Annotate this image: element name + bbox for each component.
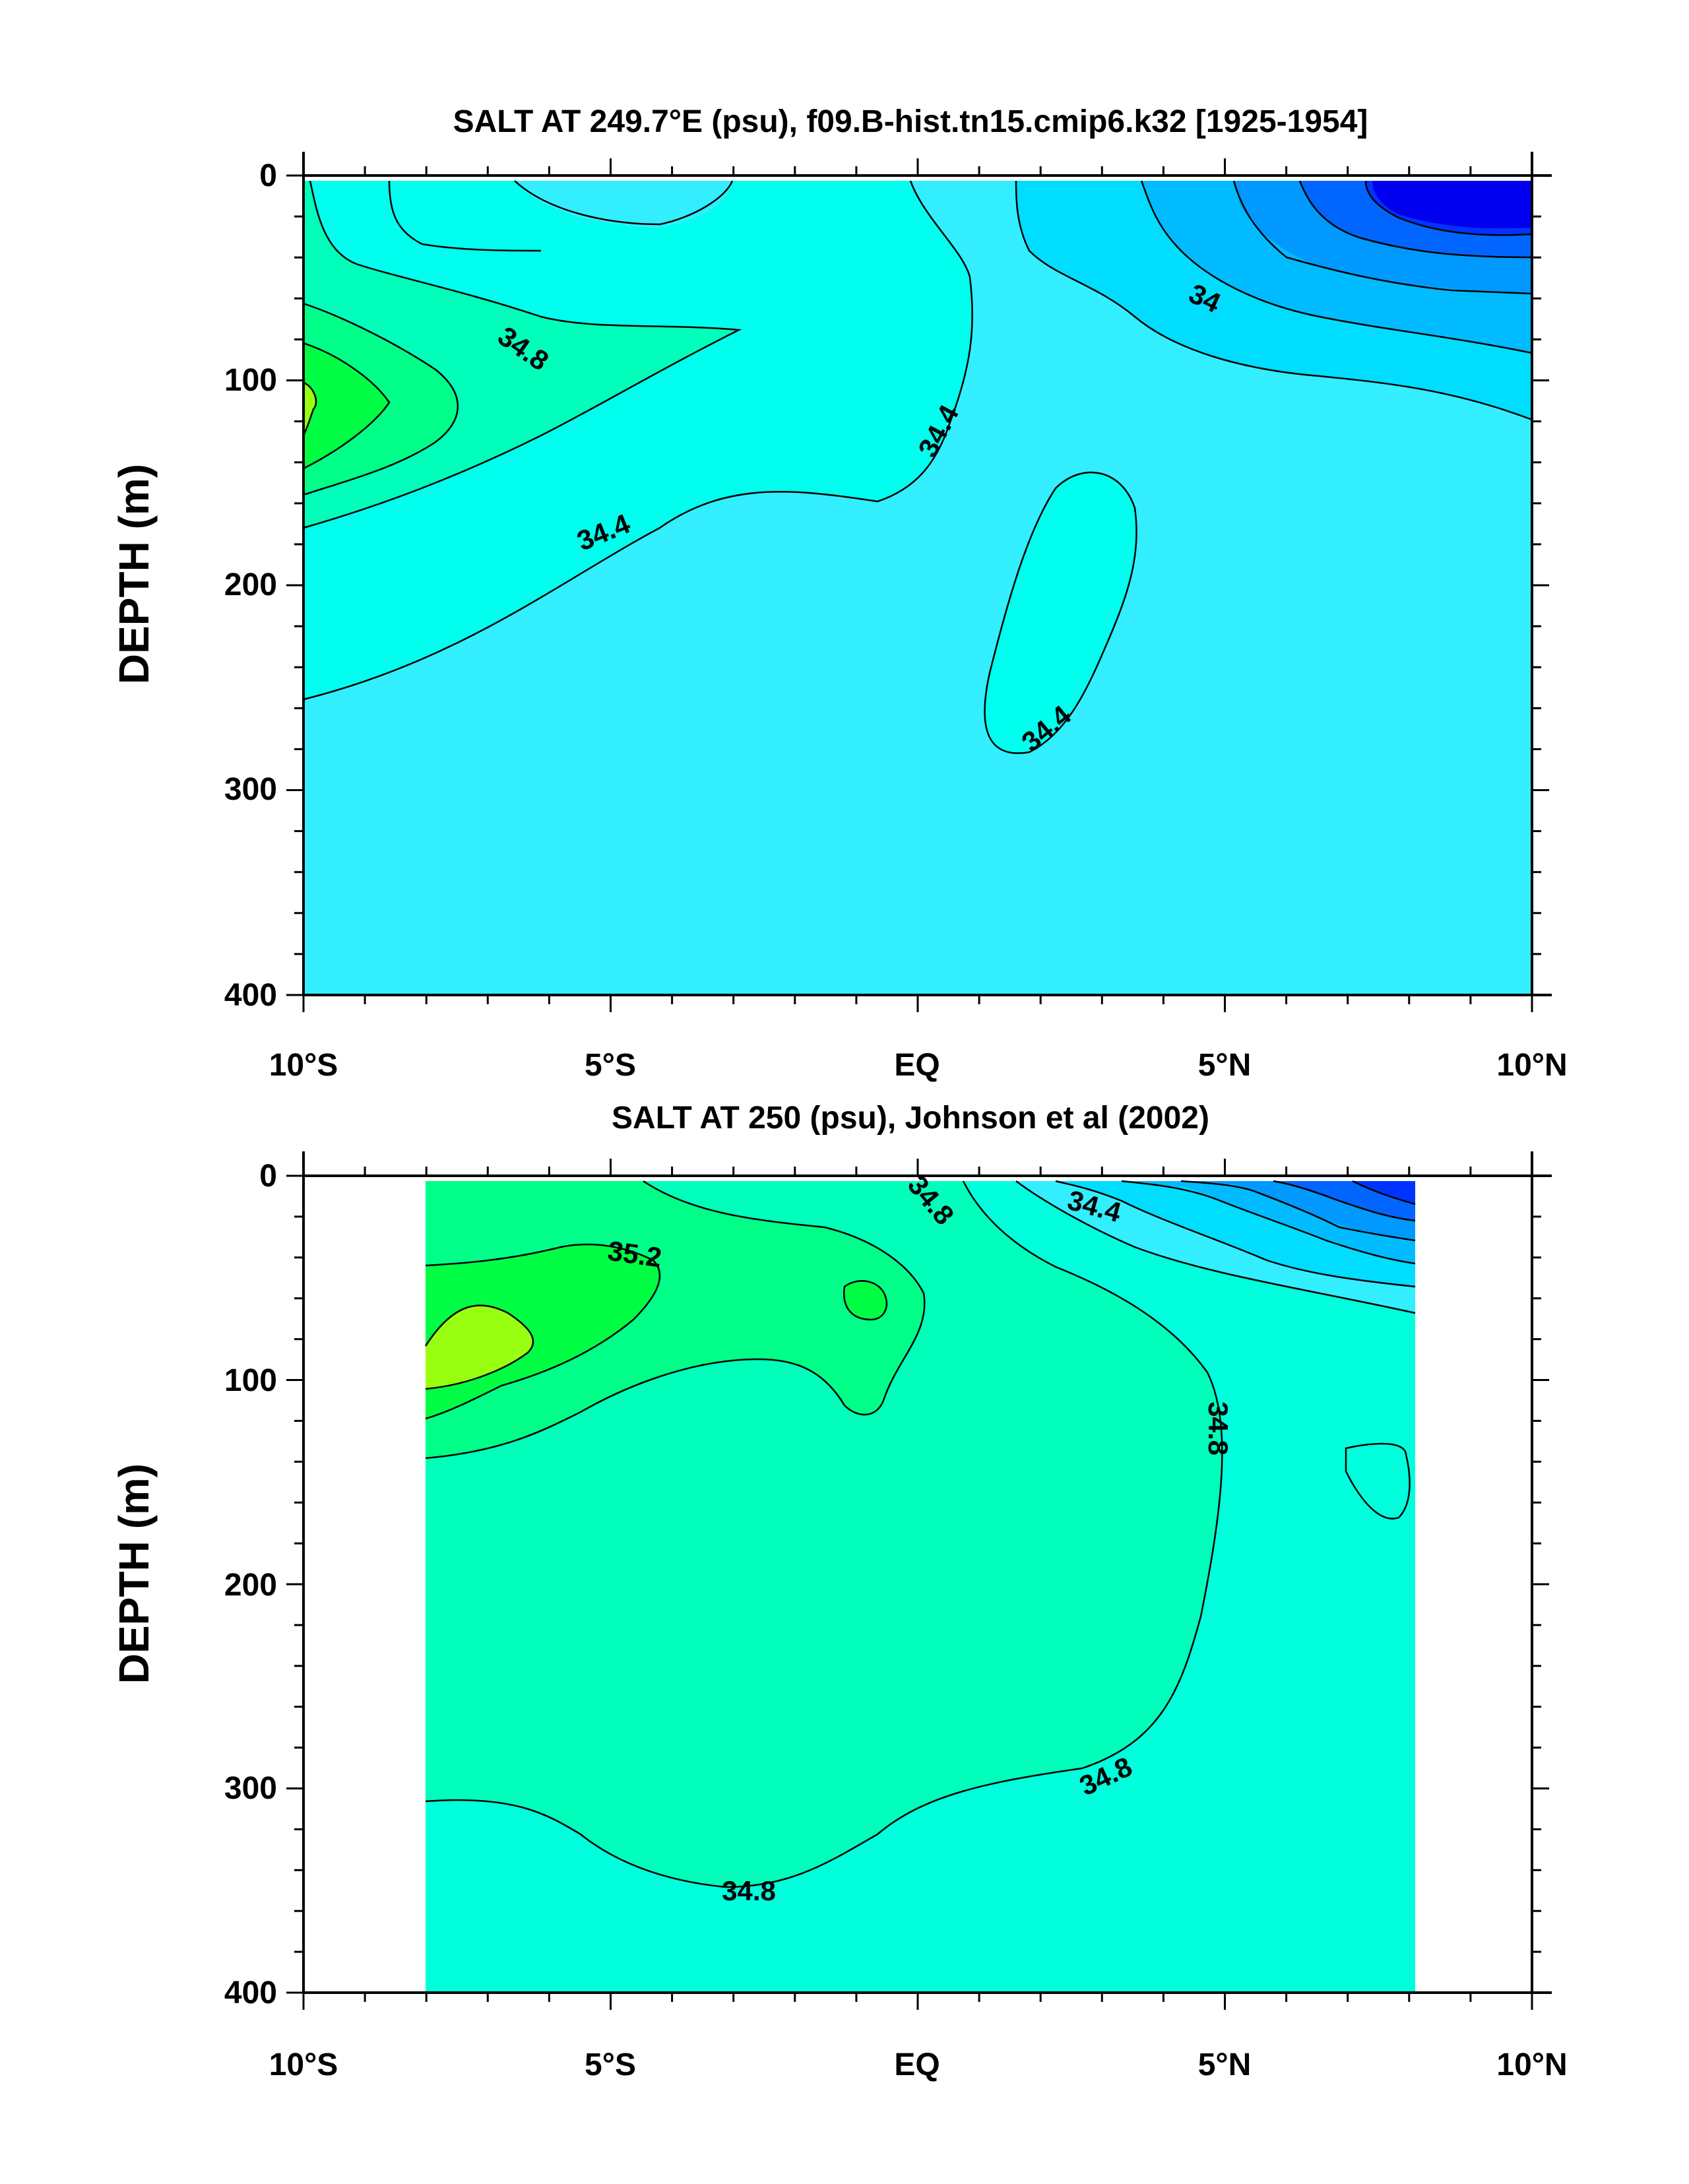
x-tick-label: 5°S <box>585 2047 636 2082</box>
fill-33-2 <box>1372 181 1532 229</box>
y-axis-label: DEPTH (m) <box>110 1463 158 1684</box>
contour-line <box>424 1304 534 1390</box>
x-tick-label: 5°N <box>1198 2047 1252 2082</box>
x-tick-label: EQ <box>894 2047 940 2082</box>
fill-35-4 <box>426 1305 534 1389</box>
contour-line <box>514 180 734 226</box>
chart-title-observations: SALT AT 250 (psu), Johnson et al (2002) <box>612 1101 1209 1136</box>
contour-line <box>1121 1180 1416 1265</box>
x-tick-label: 10°N <box>1496 1048 1567 1083</box>
contour-line <box>1352 1180 1416 1205</box>
x-tick-label: 10°N <box>1496 2047 1567 2082</box>
contour-lines-obs <box>424 1180 1416 1888</box>
y-tick-label: 0 <box>259 1159 277 1194</box>
contour-line <box>1273 1180 1416 1222</box>
contour-line <box>1298 180 1533 259</box>
contour-line <box>1364 180 1533 236</box>
contour-line <box>1055 1180 1416 1288</box>
contour-line <box>425 1243 661 1420</box>
chart-title-model: SALT AT 249.7°E (psu), f09.B-hist.tn15.c… <box>453 104 1368 139</box>
fill-34-4-patch-top <box>515 181 732 228</box>
contour-line <box>388 180 542 252</box>
ticks-obs <box>286 1159 1549 2010</box>
y-tick-label: 300 <box>224 1771 277 1806</box>
contour-line <box>1345 1442 1411 1520</box>
contour-label: 34.8 <box>722 1875 776 1906</box>
x-tick-label: 5°N <box>1198 1048 1252 1083</box>
y-tick-label: 100 <box>224 1363 277 1398</box>
contour-lines-model <box>302 180 1533 754</box>
contour-line <box>1015 1180 1416 1314</box>
y-tick-label: 100 <box>224 363 277 398</box>
contour-line <box>303 302 459 496</box>
y-tick-label: 0 <box>259 158 277 193</box>
panel-observations: SALT AT 250 (psu), Johnson et al (2002) <box>110 1101 1568 2082</box>
contour-line <box>1015 180 1533 421</box>
y-tick-label: 200 <box>224 567 277 602</box>
contour-line <box>1140 180 1533 354</box>
contour-line <box>1180 1180 1416 1242</box>
contour-line <box>302 381 317 436</box>
y-tick-label: 300 <box>224 772 277 807</box>
contour-line <box>425 1180 926 1460</box>
x-tick-label: EQ <box>894 1048 940 1083</box>
contour-line <box>303 342 391 470</box>
contour-line <box>843 1280 888 1321</box>
contour-line <box>303 180 742 529</box>
y-tick-label: 400 <box>224 978 277 1013</box>
contour-label: 34.8 <box>1203 1401 1234 1456</box>
fill-35-4 <box>303 383 317 435</box>
y-tick-label: 400 <box>224 1975 277 2010</box>
fill-35-2 <box>303 343 389 468</box>
fill-34-6-blob <box>984 472 1137 754</box>
contour-line <box>303 180 973 701</box>
fill-34-6-blob <box>1346 1444 1410 1519</box>
contour-label: 35.2 <box>606 1235 663 1273</box>
x-tick-label: 10°S <box>269 2047 338 2082</box>
fill-35-2-blob <box>844 1281 887 1320</box>
y-tick-label: 200 <box>224 1568 277 1603</box>
contour-fill-obs <box>426 1181 1415 1993</box>
y-axis-label: DEPTH (m) <box>110 464 158 684</box>
contour-line <box>1232 180 1533 295</box>
x-tick-label: 10°S <box>269 1048 338 1083</box>
axes-obs: 0 100 200 300 400 10°S 5°S EQ 5°N 10°N D… <box>110 1151 1568 2082</box>
x-tick-label: 5°S <box>585 1048 636 1083</box>
contour-line <box>425 1180 1223 1888</box>
ticks-model <box>286 158 1549 1012</box>
fill-33-4-ne <box>1353 1181 1415 1204</box>
axes-model: 0 100 200 300 400 10°S 5°S EQ 5°N 10°N D… <box>110 152 1568 1083</box>
contour-fill-model <box>303 181 1532 995</box>
contour-line <box>984 471 1137 754</box>
panel-model: SALT AT 249.7°E (psu), f09.B-hist.tn15.c… <box>110 104 1568 1083</box>
